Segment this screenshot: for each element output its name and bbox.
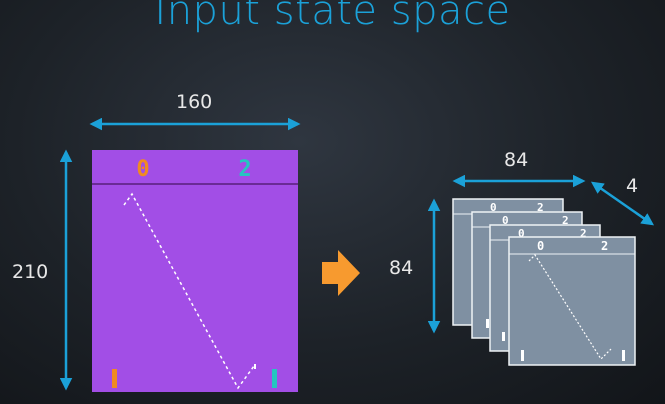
- left-paddle: [112, 369, 117, 388]
- input-score-right: 2: [238, 157, 251, 182]
- output-width-label: 84: [504, 149, 529, 171]
- input-score-left: 0: [136, 157, 149, 182]
- svg-text:2: 2: [580, 227, 587, 240]
- output-frame-1: 0 2: [508, 236, 636, 366]
- svg-text:0: 0: [518, 227, 525, 240]
- svg-text:2: 2: [537, 201, 544, 214]
- svg-text:0: 0: [537, 239, 544, 253]
- svg-text:0: 0: [502, 214, 509, 227]
- transform-arrow: [322, 250, 360, 296]
- slide-title: Input state space: [154, 0, 511, 34]
- svg-text:2: 2: [601, 239, 608, 253]
- input-frame: 0 2: [92, 150, 298, 392]
- output-depth-arrow: [590, 181, 655, 226]
- output-height-label: 84: [389, 257, 414, 279]
- input-width-label: 160: [176, 91, 213, 113]
- ball: [254, 364, 256, 369]
- ball-trajectory: [123, 192, 255, 390]
- svg-text:0: 0: [490, 201, 497, 214]
- right-paddle: [272, 369, 277, 388]
- input-height-label: 210: [12, 261, 49, 283]
- svg-text:2: 2: [562, 214, 569, 227]
